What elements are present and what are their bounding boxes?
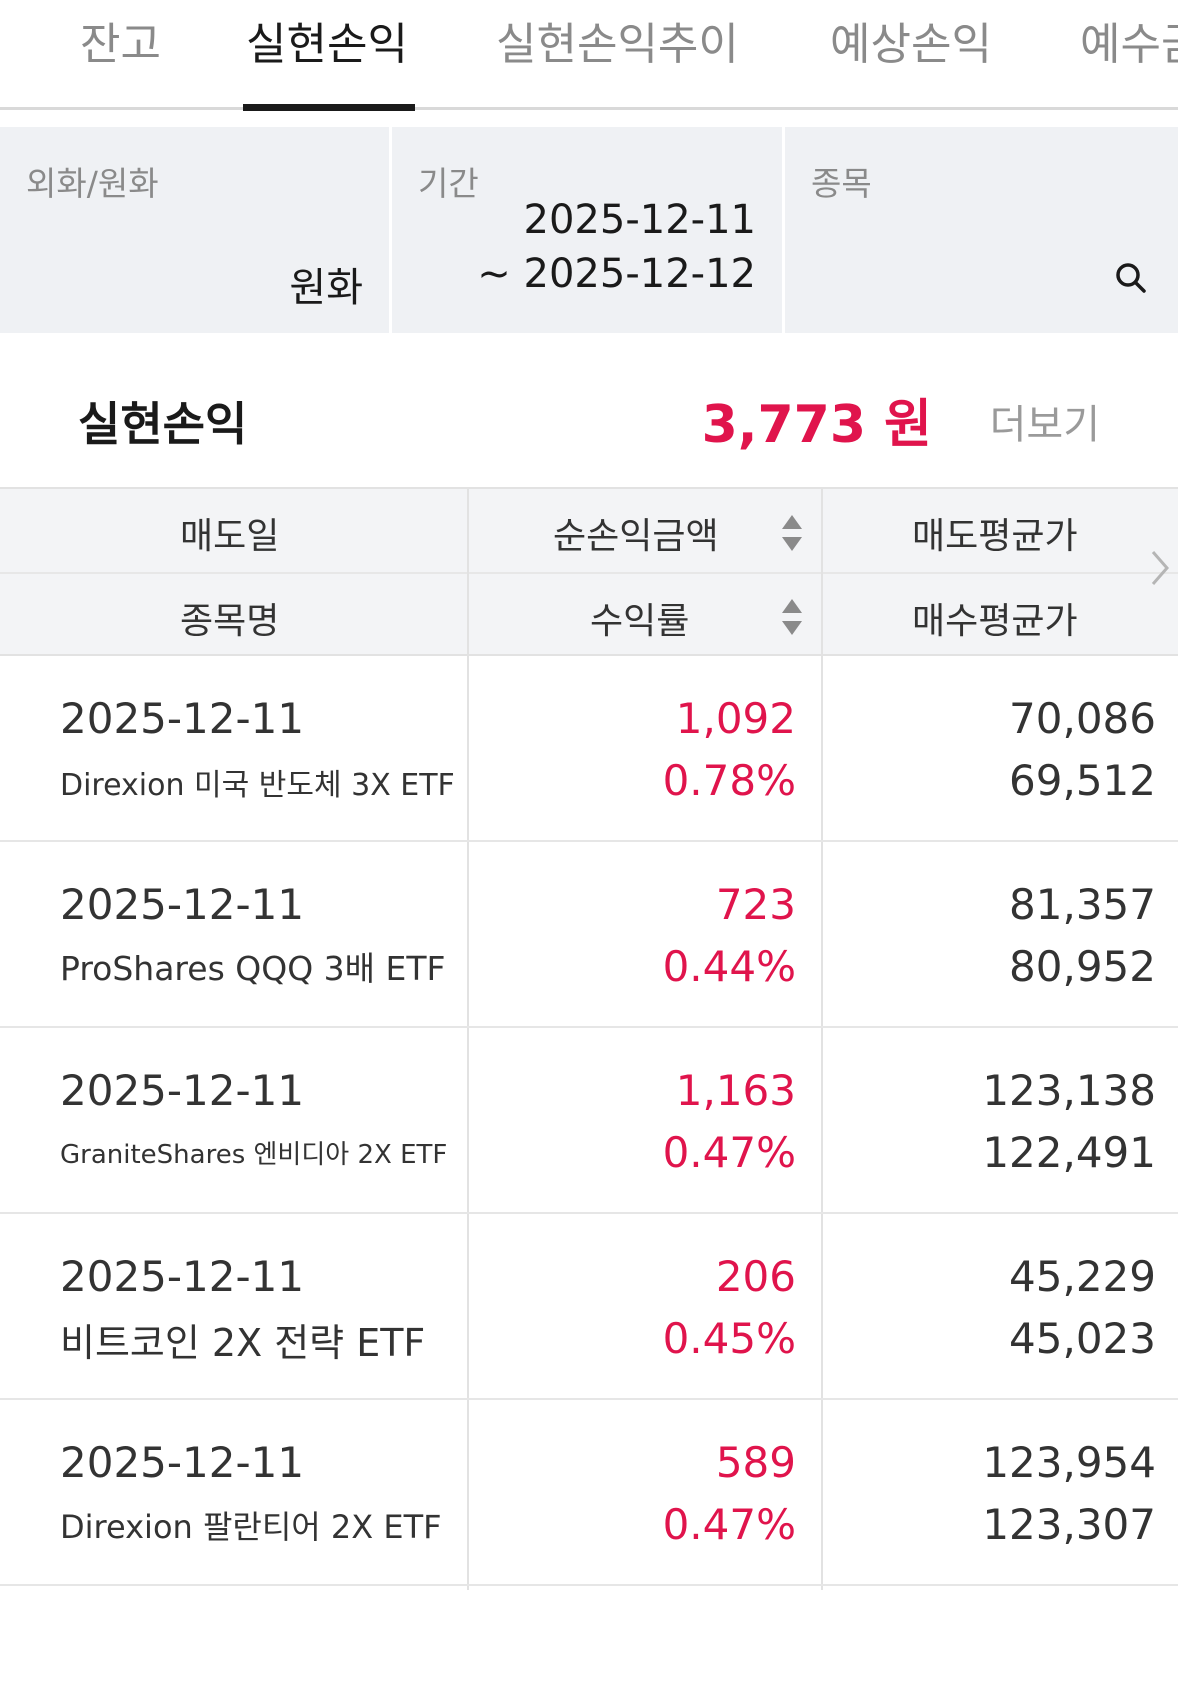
- filter-bar: 외화/원화 원화 기간 2025-12-11 ~ 2025-12-12 종목: [0, 127, 1178, 333]
- stock-name: 비트코인 2X 전략 ETF: [60, 1321, 426, 1365]
- return-rate: 0.44%: [662, 942, 796, 991]
- stock-name: ProShares QQQ 3배 ETF: [60, 949, 446, 988]
- avg-buy-price: 69,512: [1009, 756, 1156, 805]
- filter-divider: [782, 127, 785, 333]
- stock-name: Direxion 팔란티어 2X ETF: [60, 1508, 442, 1546]
- header-net-pnl[interactable]: 순손익금액: [553, 516, 719, 557]
- table-row[interactable]: 2025-12-11 Direxion 미국 반도체 3X ETF 1,092 …: [0, 656, 1178, 842]
- avg-buy-price: 45,023: [1009, 1314, 1156, 1363]
- stock-filter-label: 종목: [811, 164, 872, 203]
- stock-name: GraniteShares 엔비디아 2X ETF: [60, 1140, 448, 1170]
- filter-divider: [389, 127, 392, 333]
- table-row[interactable]: 2025-12-11 ProShares QQQ 3배 ETF 723 0.44…: [0, 842, 1178, 1028]
- stock-name: Direxion 미국 반도체 3X ETF: [60, 768, 455, 803]
- header-avg-sell-price: 매도평균가: [912, 516, 1078, 557]
- summary-amount: 3,773 원: [701, 395, 932, 455]
- tab-realized-pnl[interactable]: 실현손익: [246, 19, 408, 70]
- more-button[interactable]: 더보기: [989, 402, 1100, 448]
- net-pnl: 1,092: [675, 694, 796, 743]
- table-row[interactable]: 2025-12-11 GraniteShares 엔비디아 2X ETF 1,1…: [0, 1028, 1178, 1214]
- avg-sell-price: 123,954: [982, 1438, 1156, 1487]
- currency-filter-label: 외화/원화: [26, 164, 159, 203]
- avg-buy-price: 123,307: [982, 1500, 1156, 1549]
- currency-filter[interactable]: 외화/원화 원화: [0, 127, 389, 333]
- avg-sell-price: 123,138: [982, 1066, 1156, 1115]
- sort-icon[interactable]: [781, 597, 803, 637]
- net-pnl: 206: [715, 1252, 796, 1301]
- tab-expected-pnl[interactable]: 예상손익: [830, 19, 992, 70]
- stock-filter[interactable]: 종목: [785, 127, 1178, 333]
- column-divider: [821, 656, 823, 1590]
- sell-date: 2025-12-11: [60, 880, 305, 929]
- period-filter-label: 기간: [418, 164, 479, 203]
- column-divider: [467, 656, 469, 1590]
- avg-sell-price: 81,357: [1009, 880, 1156, 929]
- sell-date: 2025-12-11: [60, 694, 305, 743]
- avg-sell-price: 70,086: [1009, 694, 1156, 743]
- net-pnl: 1,163: [675, 1066, 796, 1115]
- chevron-right-icon[interactable]: [1150, 548, 1170, 588]
- currency-filter-value: 원화: [289, 265, 363, 311]
- header-row-divider: [0, 572, 1178, 574]
- tab-realized-pnl-trend[interactable]: 실현손익추이: [496, 19, 739, 70]
- sell-date: 2025-12-11: [60, 1252, 305, 1301]
- period-filter[interactable]: 기간 2025-12-11 ~ 2025-12-12: [392, 127, 782, 333]
- period-end-date: ~ 2025-12-12: [477, 251, 756, 297]
- table-row[interactable]: 2025-12-11 Direxion 팔란티어 2X ETF 589 0.47…: [0, 1400, 1178, 1586]
- search-icon[interactable]: [1114, 261, 1148, 295]
- header-return-rate[interactable]: 수익률: [590, 601, 690, 642]
- sort-icon[interactable]: [781, 513, 803, 553]
- return-rate: 0.47%: [662, 1500, 796, 1549]
- tab-balance[interactable]: 잔고: [80, 19, 161, 70]
- sell-date: 2025-12-11: [60, 1066, 305, 1115]
- summary-title: 실현손익: [78, 397, 248, 451]
- return-rate: 0.78%: [662, 756, 796, 805]
- avg-buy-price: 122,491: [982, 1128, 1156, 1177]
- active-tab-indicator: [243, 104, 415, 111]
- avg-sell-price: 45,229: [1009, 1252, 1156, 1301]
- return-rate: 0.45%: [662, 1314, 796, 1363]
- tab-bar: 잔고 실현손익 실현손익추이 예상손익 예수금: [0, 0, 1178, 111]
- net-pnl: 589: [715, 1438, 796, 1487]
- column-divider: [821, 489, 823, 658]
- table-header: 매도일 순손익금액 매도평균가 종목명 수익률 매수평균가: [0, 487, 1178, 658]
- tab-deposit[interactable]: 예수금: [1080, 19, 1178, 70]
- header-stock-name: 종목명: [180, 601, 280, 642]
- period-start-date: 2025-12-11: [523, 197, 756, 243]
- column-divider: [467, 489, 469, 658]
- net-pnl: 723: [715, 880, 796, 929]
- return-rate: 0.47%: [662, 1128, 796, 1177]
- header-sell-date: 매도일: [180, 516, 280, 557]
- header-avg-buy-price: 매수평균가: [912, 601, 1078, 642]
- sell-date: 2025-12-11: [60, 1438, 305, 1487]
- table-row[interactable]: 2025-12-11 비트코인 2X 전략 ETF 206 0.45% 45,2…: [0, 1214, 1178, 1400]
- avg-buy-price: 80,952: [1009, 942, 1156, 991]
